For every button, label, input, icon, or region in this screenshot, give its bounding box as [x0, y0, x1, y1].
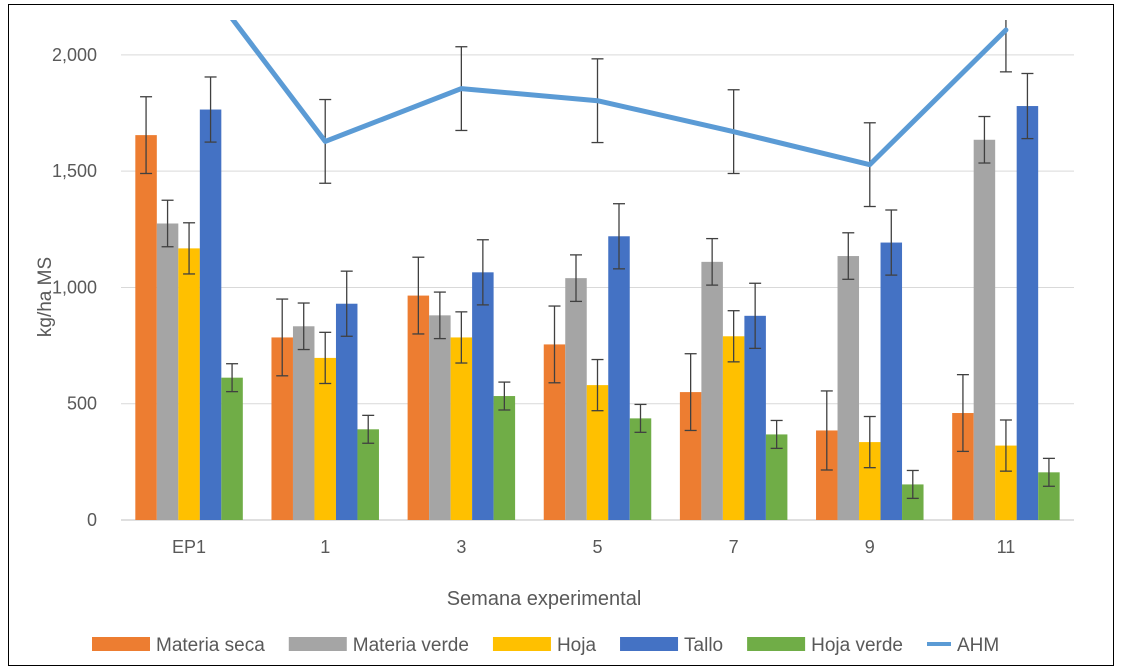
bar-tallo [335, 303, 358, 520]
y-tick-label: 500 [67, 394, 97, 414]
bar-hoja [586, 385, 609, 520]
bar-hoja [314, 357, 336, 520]
legend-item-tallo: Tallo [620, 635, 723, 656]
bar-materia-verde [292, 326, 315, 520]
legend-item-hoja: Hoja [492, 635, 597, 656]
bar-materia-seca [135, 135, 157, 520]
legend-label: Materia seca [156, 635, 265, 656]
y-tick-label: 2,000 [52, 45, 97, 65]
y-axis-title: kg/ha MS [35, 257, 56, 337]
legend-swatch [747, 637, 806, 651]
bar-tallo [1016, 106, 1039, 520]
legend-label: AHM [957, 635, 999, 656]
y-tick-label: 1,500 [52, 161, 97, 181]
x-tick-label: 11 [997, 537, 1016, 557]
x-tick-labels: EP1 1 3 5 7 9 11 [172, 537, 1015, 557]
legend-swatch [92, 637, 150, 651]
bars [135, 106, 1060, 521]
bar-hoja [722, 336, 745, 520]
x-tick-label: 1 [320, 537, 330, 557]
bar-hoja [995, 445, 1017, 520]
legend-item-ahm: AHM [927, 635, 999, 656]
legend-swatch [492, 637, 551, 651]
legend-label: Materia verde [353, 635, 469, 656]
bar-materia-verde [837, 256, 860, 520]
bar-tallo [199, 109, 222, 520]
bar-hoja-verde [493, 396, 516, 520]
bar-materia-seca [952, 413, 974, 520]
bar-hoja-verde [357, 429, 379, 520]
x-axis-title: Semana experimental [447, 588, 642, 610]
x-tick-label: 9 [865, 537, 875, 557]
legend-swatch [288, 637, 347, 651]
bar-materia-seca [816, 430, 838, 520]
bar-hoja [450, 337, 473, 520]
legend: Materia seca Materia verde Hoja Tallo Hoja v… [92, 635, 999, 656]
bar-materia-verde [156, 223, 179, 520]
bar-hoja-verde [629, 418, 652, 520]
bar-tallo [744, 315, 766, 520]
x-tick-label: EP1 [172, 537, 206, 557]
bar-hoja [859, 442, 881, 520]
bar-hoja-verde [221, 377, 243, 520]
legend-item-hoja-verde: Hoja verde [747, 635, 903, 656]
bar-hoja-verde [765, 434, 788, 520]
y-tick-label: 1,000 [52, 277, 97, 297]
bar-tallo [880, 242, 903, 520]
bar-materia-verde [973, 139, 996, 520]
x-tick-label: 5 [592, 537, 602, 557]
legend-item-materia-seca: Materia seca [92, 635, 265, 656]
bar-tallo [472, 272, 494, 520]
bar-hoja-verde [902, 484, 924, 520]
y-tick-labels: 0 500 1,000 1,500 2,000 [52, 45, 97, 530]
chart-frame: 0 500 1,000 1,500 2,000 EP1 1 3 5 7 9 11 kg/ha MS … [8, 4, 1114, 666]
bar-materia-seca [271, 337, 293, 520]
legend-label: Tallo [684, 635, 723, 656]
ahm-line [230, 20, 1009, 168]
bar-tallo [608, 236, 630, 521]
x-tick-label: 3 [456, 537, 466, 557]
legend-item-materia-verde: Materia verde [288, 635, 469, 656]
bar-materia-verde [565, 278, 587, 520]
legend-label: Hoja verde [811, 635, 903, 656]
bar-materia-verde [701, 261, 723, 520]
error-bars [140, 20, 1055, 500]
legend-label: Hoja [557, 635, 597, 656]
y-tick-label: 0 [87, 510, 97, 530]
bar-hoja-verde [1038, 472, 1060, 520]
bar-materia-seca [679, 392, 702, 520]
bar-hoja [178, 248, 200, 521]
bar-materia-seca [543, 344, 566, 520]
bar-materia-seca [407, 295, 430, 520]
bar-materia-verde [429, 315, 451, 520]
legend-swatch [620, 637, 679, 651]
x-tick-label: 7 [729, 537, 739, 557]
line-ahm [230, 20, 1009, 168]
